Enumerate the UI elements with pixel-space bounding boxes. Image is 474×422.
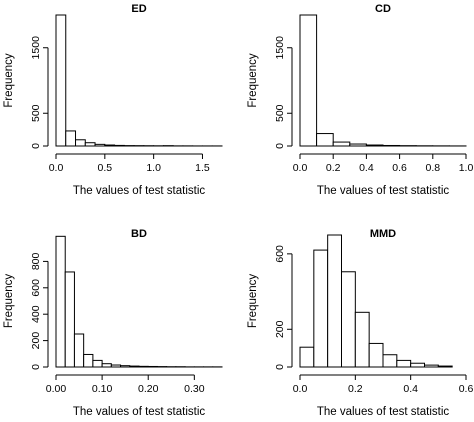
chart-0-bar-3	[84, 142, 96, 147]
chart-2-bar-1	[64, 271, 75, 368]
chart-2-bar-6	[110, 364, 122, 368]
chart-1-bar-5	[382, 144, 401, 147]
chart-3-bar-5	[368, 342, 384, 368]
chart-2-bar-0	[55, 235, 66, 368]
chart-1-x-tick-label-0: 0.0	[293, 162, 308, 174]
chart-2-bar-10	[147, 365, 158, 368]
chart-3-bar-6	[382, 354, 398, 368]
chart-2-title: BD	[131, 228, 147, 240]
chart-1-x-tick-label-3: 0.6	[392, 162, 407, 174]
chart-1-bar-2	[332, 141, 351, 147]
chart-0-x-label: The values of test statistic	[73, 185, 206, 197]
chart-3-x-label: The values of test statistic	[317, 406, 450, 418]
chart-0-y-tick-label-0: 0	[30, 143, 42, 149]
chart-1-bar-4	[365, 144, 384, 147]
chart-1-x-tick-label-2: 0.4	[359, 162, 374, 174]
chart-3-y-label: Frequency	[247, 274, 259, 329]
chart-1-x-tick-label-5: 1.0	[459, 162, 474, 174]
chart-2-x-tick-label-3: 0.30	[184, 383, 205, 395]
chart-2-bar-4	[92, 359, 103, 368]
chart-1-y-tick-label-1: 500	[274, 104, 286, 122]
chart-2-x-tick-label-2: 0.20	[138, 383, 159, 395]
chart-1-y-label: Frequency	[247, 53, 259, 108]
chart-0-bar-6	[114, 144, 125, 147]
chart-0-y-label: Frequency	[3, 53, 15, 108]
chart-1-title: CD	[375, 3, 391, 15]
chart-2-y-tick-label-3: 600	[30, 279, 42, 297]
chart-3-bar-10	[437, 365, 453, 368]
chart-2-bar-8	[129, 365, 140, 368]
chart-3-y-tick-label-1: 200	[274, 320, 286, 338]
chart-3-title: MMD	[370, 228, 396, 240]
chart-1-bar-1	[316, 133, 334, 147]
chart-3-y-tick-label-2: 600	[274, 245, 286, 263]
chart-3-x-tick-label-1: 0.2	[348, 383, 363, 395]
chart-2-y-tick-label-0: 0	[30, 364, 42, 370]
chart-3-y-tick-label-0: 0	[274, 364, 286, 370]
chart-3-bar-7	[396, 359, 412, 368]
chart-1-y-tick-label-0: 0	[274, 143, 286, 149]
chart-3-x-tick-label-3: 0.6	[459, 383, 474, 395]
chart-0-y-tick-label-1: 500	[30, 104, 42, 122]
chart-2-y-label: Frequency	[3, 274, 15, 329]
chart-0-x-tick-label-1: 0.5	[98, 162, 113, 174]
chart-3-bar-0	[299, 346, 315, 368]
chart-0-y-tick-label-2: 1500	[30, 36, 42, 60]
chart-2-x-tick-label-0: 0.00	[46, 383, 67, 395]
chart-3-x-tick-label-2: 0.4	[403, 383, 418, 395]
chart-3-bar-9	[424, 364, 439, 368]
chart-2-bar-7	[120, 365, 131, 368]
chart-3-bar-4	[354, 311, 370, 368]
chart-2-bar-2	[73, 333, 85, 368]
chart-2-y-tick-label-1: 200	[30, 332, 42, 350]
chart-2-bar-9	[138, 365, 149, 368]
chart-1-y-tick-label-2: 1500	[274, 36, 286, 60]
chart-0-bar-2	[75, 139, 86, 147]
chart-3-bar-1	[313, 249, 329, 368]
chart-3-x-tick-label-0: 0.0	[293, 383, 308, 395]
chart-0-bar-0	[55, 14, 67, 147]
chart-0-x-tick-label-0: 0.0	[49, 162, 64, 174]
chart-2-bar-3	[83, 353, 94, 368]
chart-3-bar-3	[341, 271, 356, 368]
chart-2-x-label: The values of test statistic	[73, 406, 206, 418]
chart-3-bar-8	[410, 362, 426, 368]
chart-1-x-tick-label-4: 0.8	[425, 162, 440, 174]
chart-1-bar-3	[349, 143, 367, 147]
chart-2-bar-5	[101, 363, 112, 368]
chart-0-bar-4	[94, 143, 106, 147]
chart-0-bar-5	[104, 144, 116, 147]
chart-0-x-tick-label-2: 1.0	[146, 162, 161, 174]
chart-0-bar-1	[65, 130, 77, 147]
chart-2-y-tick-label-4: 800	[30, 252, 42, 270]
chart-2-x-tick-label-1: 0.10	[92, 383, 113, 395]
chart-2-y-tick-label-2: 400	[30, 305, 42, 323]
chart-0-title: ED	[131, 3, 146, 15]
chart-3-bar-2	[327, 234, 343, 368]
chart-1-bar-0	[299, 14, 318, 147]
chart-0-x-tick-label-3: 1.5	[195, 162, 210, 174]
chart-1-x-tick-label-1: 0.2	[326, 162, 341, 174]
chart-1-x-label: The values of test statistic	[317, 185, 450, 197]
